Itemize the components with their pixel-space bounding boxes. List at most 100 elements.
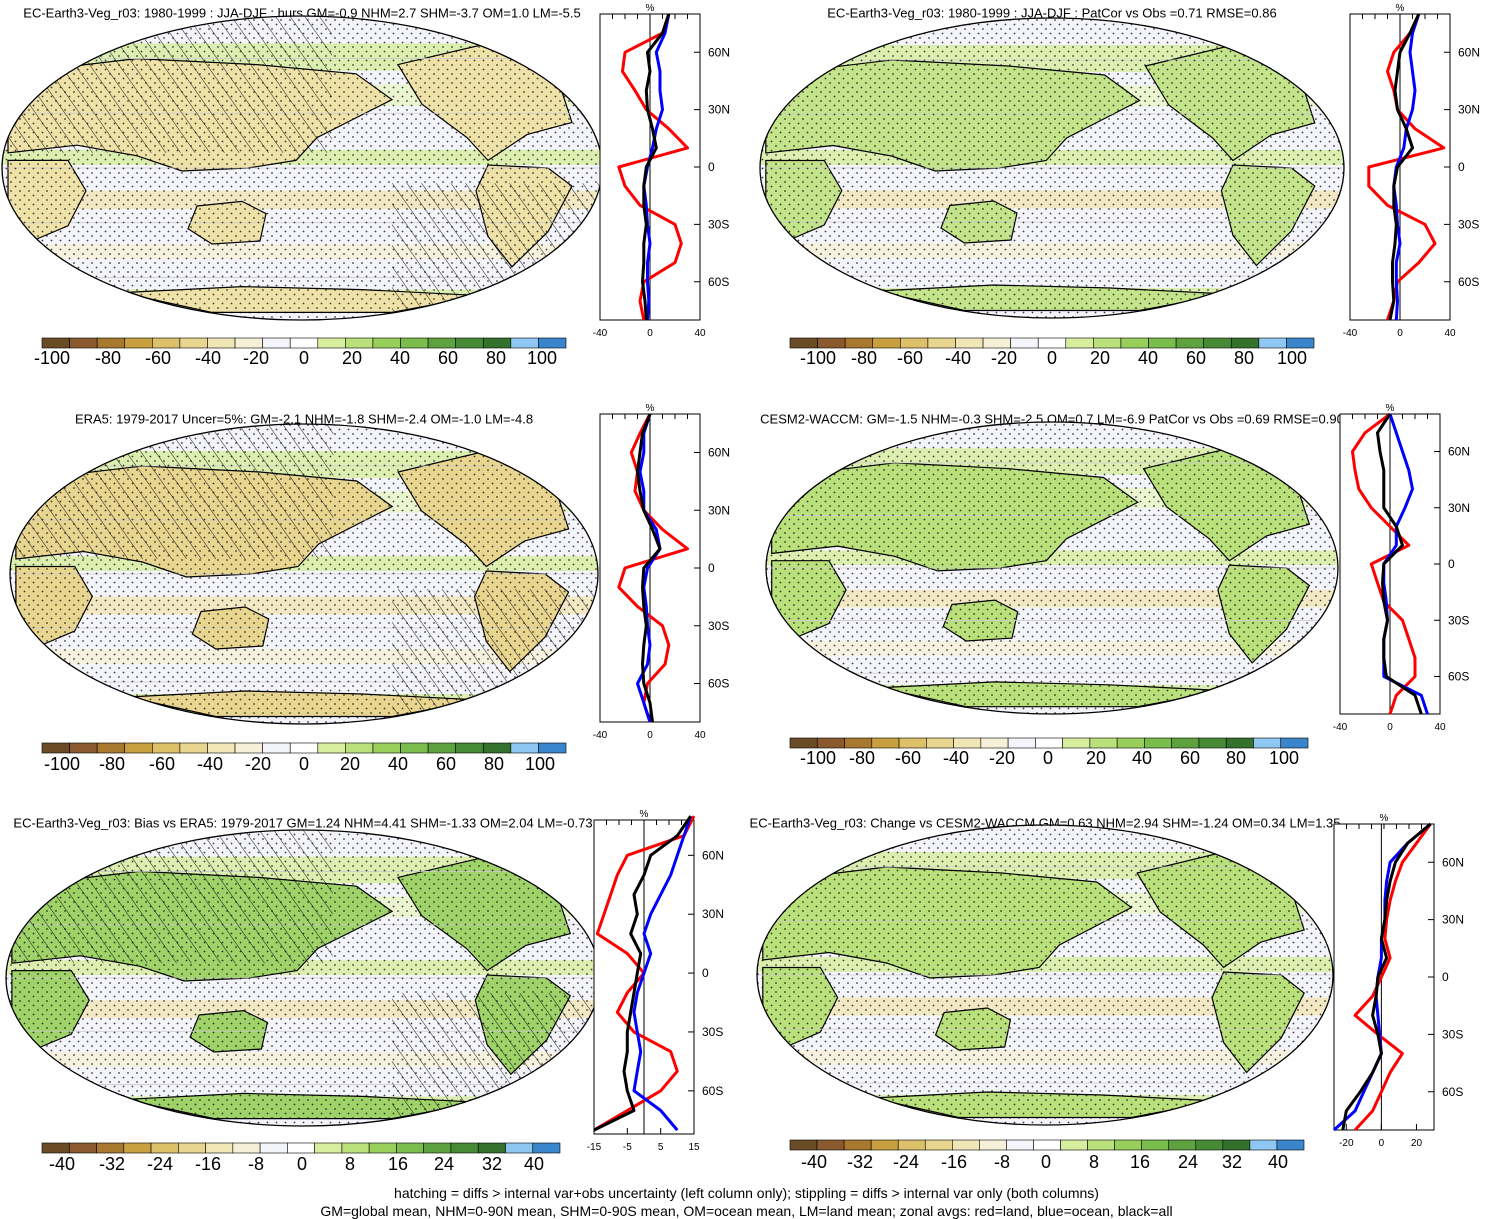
colorbar-swatch xyxy=(1007,737,1036,749)
lat-tick-label: 30S xyxy=(1442,1027,1463,1041)
colorbar-swatch xyxy=(123,1142,152,1154)
x-tick-label: -40 xyxy=(1333,722,1348,733)
lat-tick-label: 30N xyxy=(702,907,724,921)
colorbar-label: -40 xyxy=(195,348,221,368)
colorbar-swatch xyxy=(898,737,927,749)
x-tick-label: -5 xyxy=(623,1142,632,1153)
colorbar-label: -40 xyxy=(49,1154,75,1174)
colorbar-swatch xyxy=(41,742,70,754)
colorbar-swatch xyxy=(152,742,181,754)
colorbar-label: 20 xyxy=(342,348,362,368)
zonal-plot: % 60N 30N 0 30S 60S -40 0 40 xyxy=(1343,3,1480,339)
colorbar-swatch xyxy=(287,1142,315,1154)
colorbar-swatch xyxy=(1195,1139,1224,1151)
colorbar-label: 80 xyxy=(484,754,504,774)
x-tick-label: 40 xyxy=(1444,328,1456,339)
zonal-frame xyxy=(1333,823,1435,1131)
colorbar-label: -40 xyxy=(943,748,969,768)
map-border xyxy=(756,824,1334,1126)
map-field xyxy=(760,18,1344,318)
zonal-plot: % 60N 30N 0 30S 60S -20 0 20 xyxy=(1332,813,1464,1149)
colorbar-swatch xyxy=(482,742,512,754)
colorbar-swatch xyxy=(1203,337,1232,349)
panel-title: CESM2-WACCM: GM=-1.5 NHM=-0.3 SHM=-2.5 O… xyxy=(760,412,1344,427)
colorbar-swatch xyxy=(789,337,818,349)
map-field xyxy=(2,16,602,320)
zonal-plot: % 60N 30N 0 30S 60S -40 0 40 xyxy=(1333,403,1470,733)
colorbar-swatch xyxy=(1148,337,1177,349)
colorbar-swatch xyxy=(1280,737,1309,749)
map xyxy=(5,829,601,1127)
zonal-land-line xyxy=(1367,13,1446,321)
colorbar-label: -80 xyxy=(95,348,121,368)
colorbar-swatch xyxy=(262,742,291,754)
lat-tick-label: 0 xyxy=(1448,557,1455,571)
lat-tick-label: 60N xyxy=(708,45,730,59)
colorbar-swatch xyxy=(1035,737,1063,749)
panel-5: EC-Earth3-Veg_r03: Bias vs ERA5: 1979-20… xyxy=(5,809,724,1174)
colorbar-label: -20 xyxy=(245,754,271,774)
colorbar-label: 100 xyxy=(525,754,555,774)
colorbar-swatch xyxy=(262,337,291,349)
zonal-all-line xyxy=(1341,822,1432,1131)
colorbar-swatch xyxy=(1093,337,1122,349)
zonal-unit-label: % xyxy=(646,403,655,414)
map-field xyxy=(766,422,1338,714)
colorbar-label: 40 xyxy=(1268,1152,1288,1172)
colorbar-swatch xyxy=(980,737,1009,749)
colorbar-swatch xyxy=(870,1139,899,1151)
colorbar-swatch xyxy=(538,337,567,349)
colorbar-swatch xyxy=(207,337,236,349)
colorbar: -40 -32 -24 -16 -8 0 8 16 24 32 40 xyxy=(41,1142,561,1174)
zonal-plot: % 60N 30N 0 30S 60S -40 0 40 xyxy=(593,403,730,741)
colorbar-swatch xyxy=(1141,1139,1170,1151)
colorbar-swatch xyxy=(1010,337,1039,349)
colorbar-label: -32 xyxy=(99,1154,125,1174)
colorbar-swatch xyxy=(1198,737,1227,749)
zonal-unit-label: % xyxy=(1396,3,1405,14)
colorbar-swatch xyxy=(482,337,512,349)
stippling xyxy=(760,18,1344,318)
x-tick-label: -40 xyxy=(593,328,608,339)
colorbar-label: 0 xyxy=(299,754,309,774)
zonal-land-line xyxy=(1353,823,1432,1132)
colorbar-swatch xyxy=(96,1142,125,1154)
colorbar-swatch xyxy=(1258,337,1287,349)
colorbar-swatch xyxy=(96,337,126,349)
colorbar-label: -60 xyxy=(149,754,175,774)
colorbar-swatch xyxy=(1286,337,1315,349)
lat-tick-label: 0 xyxy=(702,966,709,980)
map-border xyxy=(9,423,599,725)
colorbar-swatch xyxy=(816,1139,845,1151)
colorbar-label: 40 xyxy=(1132,748,1152,768)
x-tick-label: 40 xyxy=(1434,722,1446,733)
zonal-unit-label: % xyxy=(646,3,655,14)
colorbar-swatch xyxy=(205,1142,234,1154)
colorbar-swatch xyxy=(289,742,319,754)
colorbar-swatch xyxy=(1225,737,1254,749)
lat-tick-label: 60S xyxy=(1448,670,1469,684)
map xyxy=(756,824,1334,1126)
colorbar-swatch xyxy=(532,1142,561,1154)
map-field xyxy=(6,830,600,1126)
colorbar-swatch xyxy=(179,742,208,754)
map xyxy=(765,421,1339,715)
colorbar-label: -60 xyxy=(145,348,171,368)
map-field xyxy=(10,424,598,724)
colorbar-swatch xyxy=(396,1142,424,1154)
colorbar-label: -100 xyxy=(800,348,836,368)
x-tick-label: 0 xyxy=(1387,722,1393,733)
x-tick-label: 15 xyxy=(688,1142,700,1153)
colorbar-label: -32 xyxy=(847,1152,873,1172)
colorbar-swatch xyxy=(844,337,874,349)
lat-tick-label: 30N xyxy=(708,503,730,517)
colorbar-swatch xyxy=(900,337,929,349)
colorbar-label: -80 xyxy=(99,754,125,774)
zonal-ocean-line xyxy=(632,815,693,1132)
colorbar-label: 40 xyxy=(1138,348,1158,368)
panel-2: EC-Earth3-Veg_r03: 1980-1999 : JJA-DJF :… xyxy=(759,3,1480,368)
panel-6: EC-Earth3-Veg_r03: Change vs CESM2-WACCM… xyxy=(750,813,1464,1172)
colorbar-swatch xyxy=(41,1142,70,1154)
panel-1: EC-Earth3-Veg_r03: 1980-1999 : JJA-DJF :… xyxy=(1,3,730,368)
colorbar-swatch xyxy=(234,742,263,754)
